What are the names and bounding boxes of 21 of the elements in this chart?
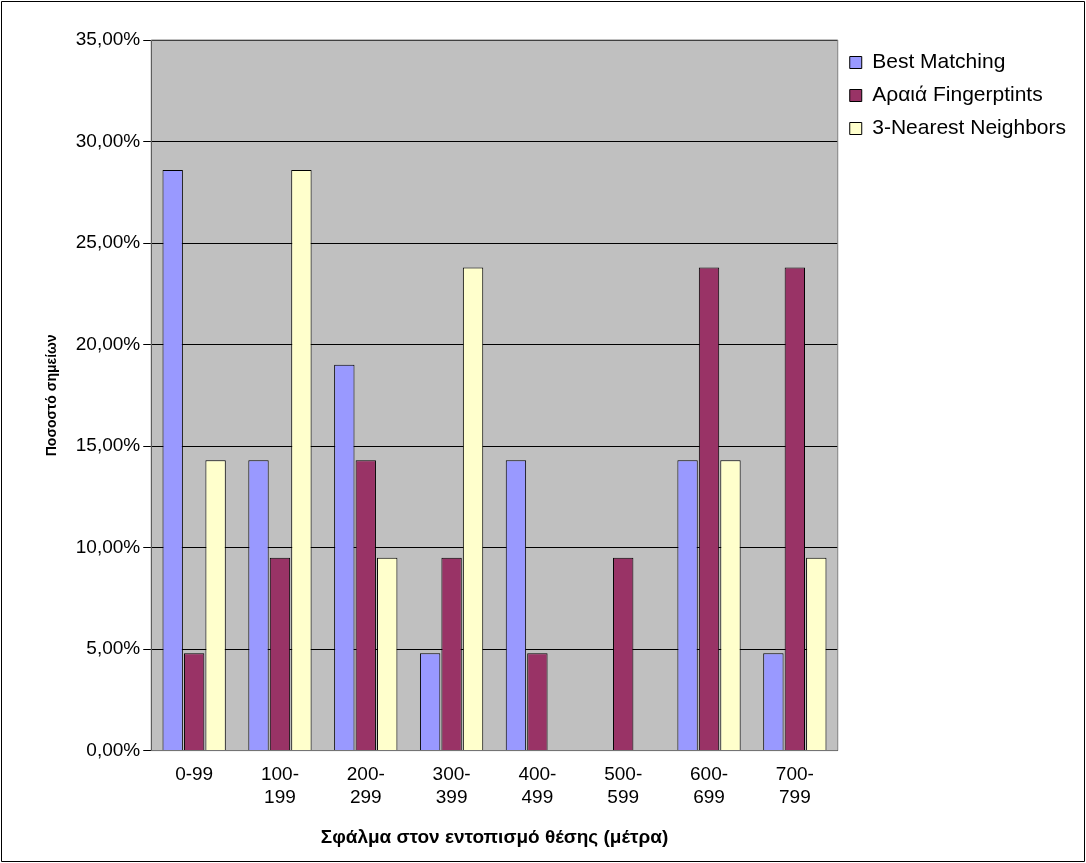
y-tick-label: 35,00% [75,28,141,50]
y-tick-label: 5,00% [86,637,141,659]
x-tick-label: 700-799 [775,763,814,808]
x-tick-label: 0-99 [175,763,214,785]
x-tick-label: 200-299 [346,763,385,808]
y-tick-label: 30,00% [75,129,141,151]
y-tick-label: 0,00% [86,738,141,760]
y-axis-title: Ποσοστό σημείων [43,334,60,457]
x-axis-title: Σφάλμα στον εντοπισμό θέσης (μέτρα) [320,825,669,847]
x-tick-label: 600-699 [690,763,729,808]
legend-label: Best Matching [872,49,1006,73]
x-tick-label: 400-499 [518,763,557,808]
y-tick-label: 10,00% [75,535,141,557]
x-tick-label: 300-399 [432,763,471,808]
x-tick-label: 100-199 [260,763,299,808]
y-tick-label: 15,00% [75,434,141,456]
y-tick-label: 20,00% [75,332,141,354]
legend-label: 3-Nearest Neighbors [872,115,1067,139]
legend-label: Αραιά Fingerptints [872,82,1043,106]
y-tick-label: 25,00% [75,231,141,253]
x-tick-label: 500-599 [604,763,643,808]
